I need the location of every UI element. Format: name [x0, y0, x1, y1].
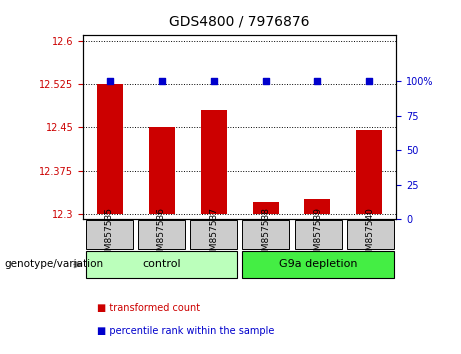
Point [210, 78, 218, 84]
Bar [304, 199, 331, 214]
Text: genotype/variation: genotype/variation [5, 259, 104, 269]
Bar [149, 127, 175, 214]
Bar [356, 130, 382, 214]
FancyBboxPatch shape [86, 251, 237, 278]
FancyBboxPatch shape [242, 220, 290, 249]
FancyBboxPatch shape [190, 220, 237, 249]
FancyBboxPatch shape [347, 220, 394, 249]
Point [106, 78, 114, 84]
Point [366, 78, 373, 84]
Text: GSM857540: GSM857540 [366, 207, 375, 262]
FancyBboxPatch shape [295, 220, 342, 249]
Bar [253, 202, 278, 214]
Text: GSM857538: GSM857538 [261, 207, 270, 262]
Text: GSM857535: GSM857535 [105, 207, 113, 262]
Point [314, 78, 321, 84]
Text: GSM857537: GSM857537 [209, 207, 218, 262]
Text: GSM857539: GSM857539 [313, 207, 323, 262]
FancyBboxPatch shape [86, 220, 133, 249]
Text: GDS4800 / 7976876: GDS4800 / 7976876 [170, 14, 310, 28]
Point [158, 78, 165, 84]
FancyBboxPatch shape [138, 220, 185, 249]
Text: ■ percentile rank within the sample: ■ percentile rank within the sample [97, 326, 274, 336]
Text: control: control [142, 259, 181, 269]
Text: G9a depletion: G9a depletion [279, 259, 357, 269]
Bar [97, 84, 123, 214]
Text: GSM857536: GSM857536 [157, 207, 166, 262]
FancyBboxPatch shape [242, 251, 394, 278]
Bar [201, 110, 227, 214]
Text: ■ transformed count: ■ transformed count [97, 303, 200, 313]
Point [262, 78, 269, 84]
